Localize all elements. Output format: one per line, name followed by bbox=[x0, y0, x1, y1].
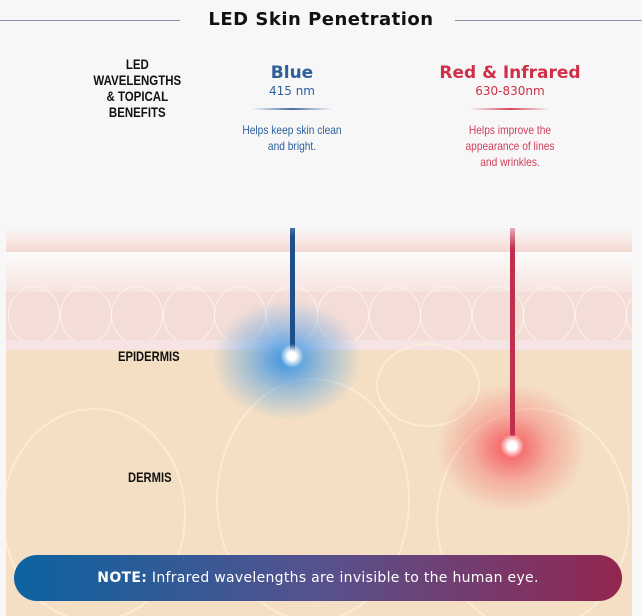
epidermis-label: EPIDERMIS bbox=[118, 348, 180, 364]
red-light-beam bbox=[510, 228, 515, 436]
blue-wavelength-column: Blue 415 nm Helps keep skin clean and br… bbox=[212, 63, 372, 154]
epidermis-cell bbox=[368, 286, 421, 344]
epidermis-cell bbox=[8, 286, 60, 344]
epidermis-cell bbox=[574, 286, 627, 344]
benefit-line: Helps keep skin clean bbox=[242, 123, 342, 137]
divider bbox=[252, 108, 332, 110]
red-light-point bbox=[500, 434, 524, 458]
red-wavelength-column: Red & Infrared 630-830nm Helps improve t… bbox=[420, 63, 600, 170]
epidermis-cell bbox=[471, 286, 524, 344]
legend-heading-line: LED WAVELENGTHS bbox=[93, 56, 182, 88]
dermis-cell bbox=[376, 343, 480, 427]
benefit-line: and wrinkles. bbox=[480, 155, 540, 169]
divider bbox=[470, 108, 550, 110]
note-banner: NOTE: Infrared wavelengths are invisible… bbox=[14, 555, 622, 601]
title-rule-left bbox=[0, 20, 180, 21]
epidermis-cell bbox=[59, 286, 112, 344]
legend-heading: LED WAVELENGTHS & TOPICAL BENEFITS bbox=[84, 56, 191, 120]
note-text: Infrared wavelengths are invisible to th… bbox=[151, 570, 539, 586]
epidermis-cell bbox=[420, 286, 472, 344]
wavelength-range: 630-830nm bbox=[475, 84, 545, 98]
title-rule-right bbox=[455, 20, 642, 21]
page-title: LED Skin Penetration bbox=[208, 9, 434, 30]
epidermis-cell bbox=[111, 286, 163, 344]
dermis-label: DERMIS bbox=[128, 469, 172, 485]
wavelength-benefit: Helps improve the appearance of lines an… bbox=[434, 122, 587, 170]
legend-heading-line: & TOPICAL BENEFITS bbox=[106, 88, 169, 120]
blue-light-point bbox=[280, 344, 304, 368]
benefit-line: appearance of lines bbox=[465, 139, 555, 153]
benefit-line: and bright. bbox=[267, 139, 317, 153]
wavelength-range: 415 nm bbox=[268, 84, 315, 98]
wavelength-name: Red & Infrared bbox=[439, 63, 581, 83]
skin-surface bbox=[6, 228, 632, 252]
epidermis-cell bbox=[162, 286, 215, 344]
blue-light-beam bbox=[290, 228, 295, 358]
benefit-line: Helps improve the bbox=[468, 123, 552, 137]
skin-surface-gap bbox=[6, 252, 632, 292]
wavelength-name: Blue bbox=[270, 63, 314, 83]
wavelength-benefit: Helps keep skin clean and bright. bbox=[224, 122, 360, 154]
note-label: NOTE: bbox=[97, 570, 148, 586]
epidermis-cell bbox=[523, 286, 575, 344]
dermis-cell bbox=[6, 408, 186, 616]
